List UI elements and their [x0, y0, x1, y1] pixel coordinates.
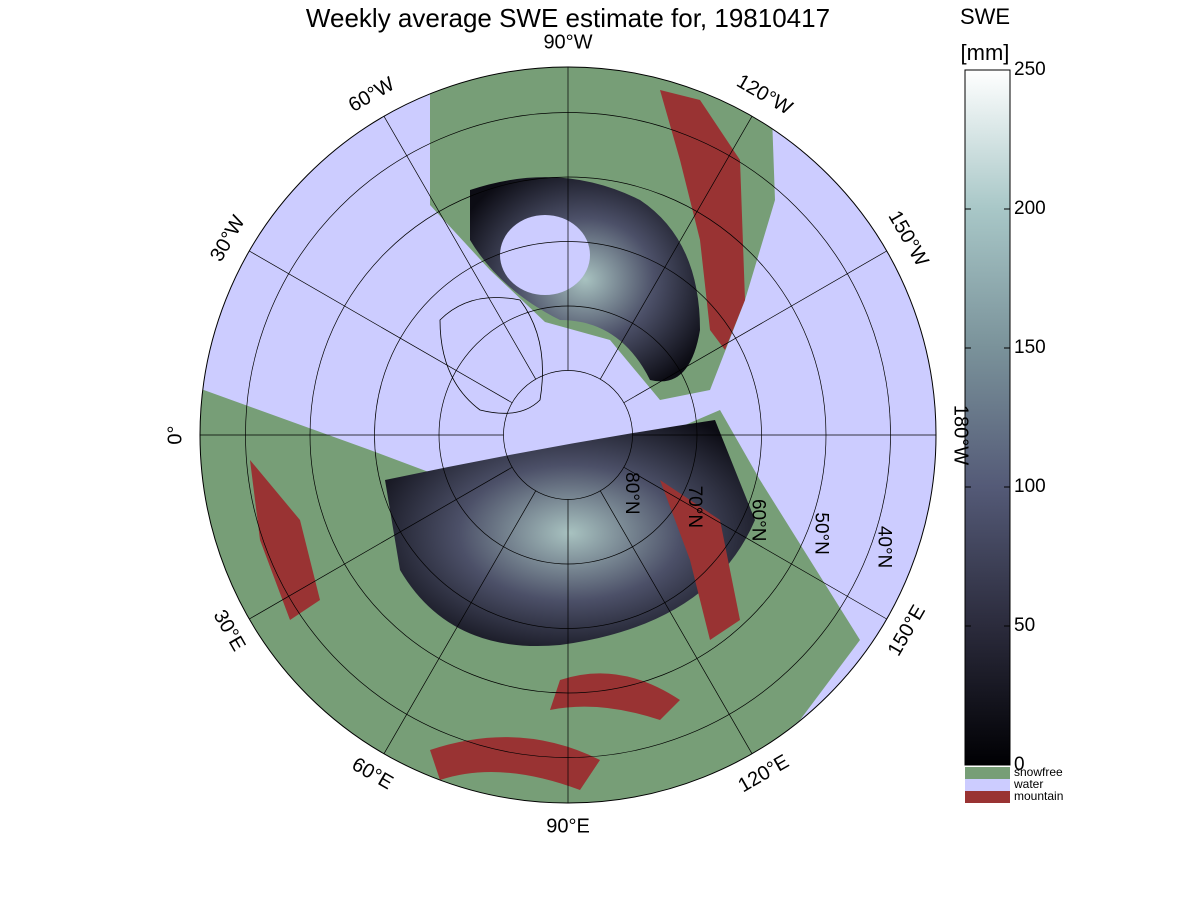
- meridian-label: 90°E: [546, 815, 590, 837]
- colorbar-title: SWE: [960, 4, 1010, 29]
- meridian: [383, 490, 537, 754]
- parallel-label: 50°N: [810, 512, 831, 554]
- meridian-label: 60°E: [348, 753, 397, 794]
- legend-swatch: [965, 779, 1010, 791]
- legend-label: water: [1013, 777, 1043, 791]
- meridian-label: 30°E: [209, 606, 250, 655]
- meridian-label: 0°: [164, 425, 186, 444]
- graticule: [200, 67, 936, 803]
- eurasia-mountains: [250, 460, 740, 790]
- meridian: [599, 116, 753, 380]
- colorbar-tick-label: 0: [1014, 754, 1025, 775]
- legend-label: mountain: [1014, 789, 1063, 803]
- meridian-label: 60°W: [345, 73, 399, 117]
- colorbar-tick-label: 250: [1014, 59, 1046, 80]
- meridian: [249, 250, 513, 404]
- legend-label: snowfree: [1014, 765, 1063, 779]
- meridian: [383, 116, 537, 380]
- meridian: [623, 466, 887, 620]
- hudson-bay: [500, 215, 590, 295]
- colorbar-tick-label: 50: [1014, 615, 1035, 636]
- meridian-label: 30°W: [206, 212, 250, 266]
- snow-eurasia: [385, 420, 755, 647]
- colorbar-unit: [mm]: [961, 40, 1010, 65]
- parallel-label: 80°N: [621, 472, 642, 514]
- parallel-label: 60°N: [747, 499, 768, 541]
- meridian-label: 90°W: [543, 31, 592, 53]
- rockies: [660, 90, 745, 350]
- legend-swatch: [965, 791, 1010, 803]
- meridian-label: 180°W: [950, 405, 972, 465]
- greenland-outline: [439, 297, 543, 414]
- map-border: [199, 66, 937, 804]
- meridian: [249, 466, 513, 620]
- colorbar-tick-label: 150: [1014, 337, 1046, 358]
- map-disc: [200, 67, 936, 803]
- colorbar-tick-label: 200: [1014, 198, 1046, 219]
- legend-swatch: [965, 767, 1010, 779]
- meridian: [623, 250, 887, 404]
- meridian: [599, 490, 753, 754]
- map-title: Weekly average SWE estimate for, 1981041…: [306, 3, 830, 33]
- parallel-label: 70°N: [684, 486, 705, 528]
- parallel-label: 40°N: [873, 526, 894, 568]
- colorbar-tick-label: 100: [1014, 476, 1046, 497]
- colorbar: [964, 69, 1011, 766]
